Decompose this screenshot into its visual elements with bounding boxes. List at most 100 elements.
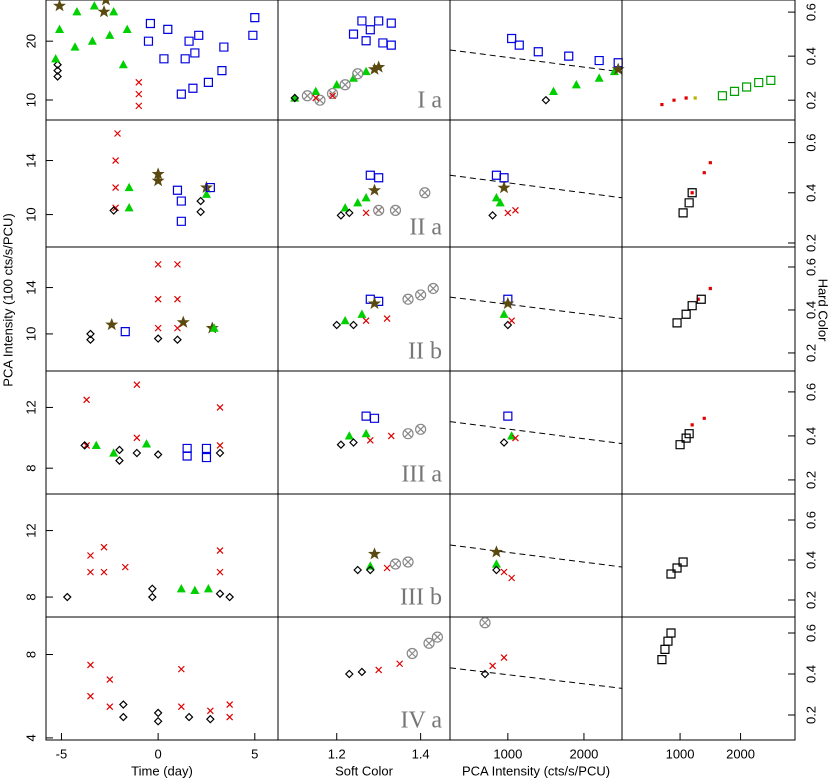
data-point — [91, 440, 101, 450]
data-point — [352, 68, 364, 80]
data-point — [406, 647, 418, 660]
data-point — [365, 170, 375, 180]
y-tick-label: 0.6 — [803, 383, 818, 401]
data-point — [219, 42, 229, 52]
data-point — [512, 206, 519, 214]
data-point — [190, 585, 200, 595]
data-point — [499, 173, 509, 183]
data-point — [533, 47, 543, 57]
data-point — [365, 565, 375, 575]
y-tick-label: 0.2 — [803, 591, 818, 609]
data-point — [176, 89, 186, 99]
reference-line — [449, 296, 623, 320]
data-point — [100, 543, 108, 551]
x-tick-label: 2000 — [569, 746, 598, 761]
data-point — [176, 196, 186, 206]
reference-line — [449, 667, 623, 689]
data-point — [201, 443, 212, 454]
y-tick-label: 0.2 — [803, 344, 818, 362]
data-point — [348, 29, 359, 39]
data-point — [154, 324, 162, 332]
data-point — [83, 441, 91, 449]
data-point — [684, 198, 694, 208]
data-point — [681, 309, 691, 319]
panel-frame — [45, 119, 279, 248]
panel-frame — [449, 493, 623, 618]
data-point — [349, 320, 358, 330]
data-point — [383, 564, 391, 572]
data-point — [501, 296, 515, 309]
data-point — [143, 36, 154, 46]
data-point — [97, 5, 111, 18]
data-point — [361, 193, 371, 202]
data-point — [427, 282, 439, 295]
x-tick-label: 1000 — [493, 746, 522, 761]
data-point — [402, 428, 414, 440]
data-point — [353, 198, 363, 207]
data-point — [431, 631, 444, 643]
data-point — [70, 42, 80, 51]
data-point — [329, 92, 336, 100]
data-point — [72, 6, 82, 16]
data-point — [373, 204, 385, 216]
data-point — [196, 196, 206, 206]
x-tick-label: 0 — [155, 746, 162, 761]
panel-label: I a — [417, 88, 442, 114]
y-tick-label: 0.2 — [803, 234, 818, 252]
data-point — [151, 167, 165, 180]
data-point — [112, 204, 120, 212]
data-point — [702, 171, 706, 175]
data-point — [216, 547, 224, 554]
y-tick-label: 20 — [23, 34, 38, 48]
data-point — [491, 193, 501, 202]
data-point — [188, 83, 198, 93]
data-point — [105, 317, 119, 331]
data-point — [675, 440, 685, 450]
data-point — [132, 448, 142, 458]
data-point — [326, 88, 339, 100]
data-point — [489, 545, 503, 558]
data-point — [87, 692, 94, 700]
data-point — [177, 703, 185, 711]
data-point — [53, 72, 62, 81]
data-point — [594, 73, 604, 82]
data-point — [657, 655, 667, 665]
panel-frame — [449, 616, 623, 741]
data-point — [176, 315, 190, 328]
data-point — [135, 90, 143, 98]
data-point — [357, 309, 367, 318]
data-point — [386, 40, 396, 50]
data-point — [147, 584, 157, 594]
data-point — [205, 182, 215, 193]
data-point — [87, 36, 97, 45]
reference-line — [449, 544, 623, 568]
data-point — [349, 438, 358, 447]
data-point — [124, 203, 134, 212]
data-point — [503, 411, 513, 421]
data-point — [766, 75, 776, 85]
panel-label: III a — [401, 462, 442, 488]
data-point — [663, 636, 673, 646]
y-tick-label: 0.4 — [803, 427, 818, 445]
data-point — [340, 315, 350, 325]
data-point — [121, 563, 129, 571]
data-point — [508, 317, 516, 325]
panel-frame — [45, 246, 279, 372]
data-point — [145, 18, 155, 29]
y-tick-label: 14 — [23, 153, 38, 167]
data-point — [115, 456, 124, 465]
data-point — [361, 411, 371, 421]
panel-frame — [45, 493, 279, 618]
y-tick-label: 10 — [23, 207, 38, 221]
data-point — [366, 436, 374, 444]
data-point — [173, 335, 182, 345]
data-point — [660, 102, 664, 107]
x-axis-label: PCA Intensity (cts/s/PCU) — [462, 763, 610, 778]
data-point — [361, 66, 371, 76]
data-point — [389, 204, 402, 216]
data-point — [89, 1, 99, 10]
reference-line — [449, 49, 623, 73]
y-tick-label: 0.4 — [803, 551, 818, 569]
data-point — [368, 183, 381, 196]
data-point — [423, 637, 435, 649]
